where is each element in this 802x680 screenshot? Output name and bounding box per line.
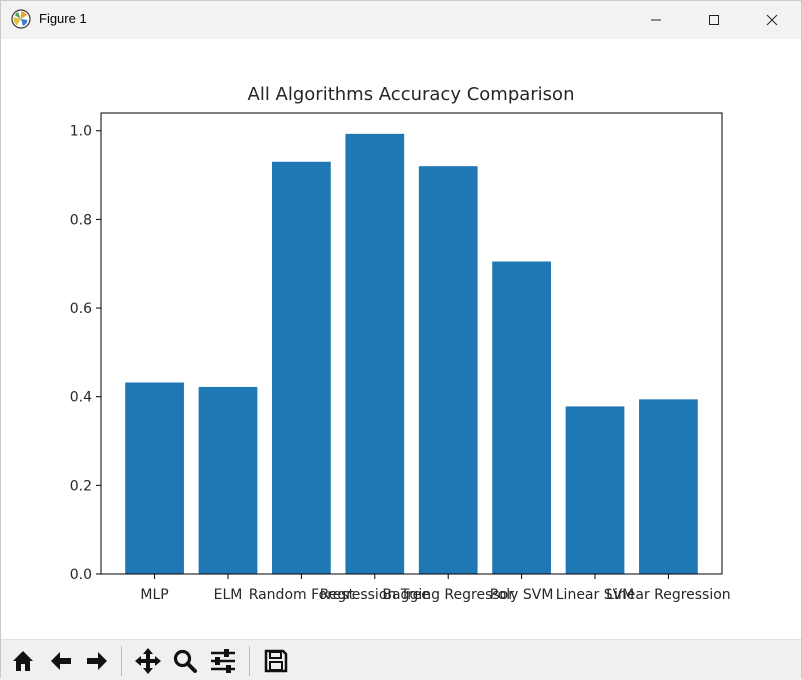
bar-random-forest bbox=[272, 161, 331, 574]
home-button[interactable] bbox=[7, 645, 39, 677]
bar-mlp bbox=[125, 382, 184, 574]
y-tick-label: 0.4 bbox=[70, 390, 92, 406]
bar-linear-regression bbox=[639, 399, 698, 574]
bar-regression-tree bbox=[345, 133, 405, 574]
toolbar-separator bbox=[249, 646, 250, 676]
bar-elm bbox=[198, 386, 258, 574]
x-tick-label: Bagging Regressor bbox=[382, 587, 514, 603]
y-tick-label: 0.0 bbox=[70, 567, 92, 583]
x-tick-label: Random Forest bbox=[249, 587, 355, 603]
minimize-icon bbox=[651, 19, 661, 21]
forward-arrow-icon bbox=[87, 652, 107, 670]
y-tick-label: 0.2 bbox=[70, 478, 92, 494]
figure-canvas[interactable]: All Algorithms Accuracy Comparison 0.0 0.… bbox=[1, 39, 801, 639]
home-icon bbox=[13, 651, 33, 671]
back-button[interactable] bbox=[45, 645, 77, 677]
bar-poly-svm bbox=[492, 261, 551, 574]
zoom-button[interactable] bbox=[169, 645, 201, 677]
x-tick-label: MLP bbox=[140, 587, 168, 603]
toolbar-separator bbox=[121, 646, 122, 676]
close-button[interactable] bbox=[743, 1, 801, 39]
x-tick-label: ELM bbox=[214, 587, 243, 603]
y-tick-label: 0.6 bbox=[70, 301, 92, 317]
navigation-toolbar bbox=[1, 639, 801, 680]
back-arrow-icon bbox=[51, 652, 71, 670]
chart-title: All Algorithms Accuracy Comparison bbox=[248, 84, 575, 105]
bar-bagging-regressor bbox=[418, 166, 478, 574]
window-title: Figure 1 bbox=[39, 11, 87, 26]
configure-subplots-icon bbox=[211, 649, 235, 673]
y-tick-label: 0.8 bbox=[70, 212, 92, 228]
pan-button[interactable] bbox=[132, 645, 164, 677]
maximize-button[interactable] bbox=[685, 1, 743, 39]
x-tick-label: Poly SVM bbox=[490, 587, 554, 603]
minimize-button[interactable] bbox=[627, 1, 685, 39]
maximize-icon bbox=[709, 15, 719, 25]
x-tick-label: Regression Tree bbox=[320, 587, 430, 603]
x-tick-label: Linear SVM bbox=[556, 587, 635, 603]
x-tick-label: Linear Regression bbox=[606, 587, 731, 603]
pan-icon bbox=[135, 648, 161, 674]
forward-button[interactable] bbox=[81, 645, 113, 677]
configure-subplots-button[interactable] bbox=[207, 645, 239, 677]
zoom-icon bbox=[173, 649, 197, 673]
close-icon bbox=[766, 14, 778, 26]
save-icon bbox=[264, 649, 288, 673]
matplotlib-logo-icon bbox=[11, 9, 31, 29]
save-button[interactable] bbox=[260, 645, 292, 677]
y-tick-label: 1.0 bbox=[70, 124, 92, 140]
bar-linear-svm bbox=[565, 406, 625, 574]
axes-frame bbox=[100, 112, 723, 575]
title-bar[interactable]: Figure 1 bbox=[1, 1, 801, 39]
bar-chart: All Algorithms Accuracy Comparison 0.0 0.… bbox=[70, 84, 731, 603]
